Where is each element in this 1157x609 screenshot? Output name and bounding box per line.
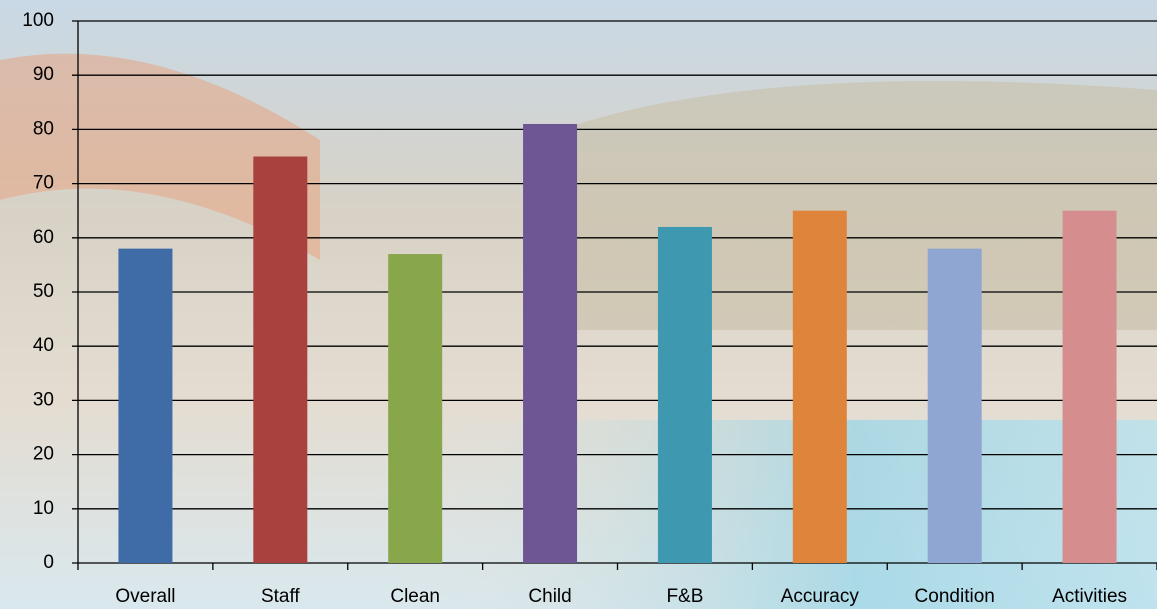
y-tick-label: 70: [33, 173, 54, 194]
y-tick-label: 80: [33, 118, 54, 139]
bar: [523, 124, 577, 563]
x-tick-label: Overall: [115, 586, 175, 607]
background-pool: [400, 420, 1157, 609]
bar: [1063, 211, 1117, 563]
x-tick-label: Activities: [1052, 586, 1127, 607]
bar: [118, 249, 172, 563]
x-tick-label: Child: [528, 586, 571, 607]
bar: [253, 157, 307, 564]
y-tick-label: 20: [33, 444, 54, 465]
y-tick-label: 40: [33, 335, 54, 356]
y-tick-label: 100: [22, 10, 54, 31]
chart: 0 10 20 30 40 50 60 70 80 90 100 Overall Staff Clean C…: [0, 0, 1157, 609]
x-tick-label: Staff: [261, 586, 300, 607]
bar: [793, 211, 847, 563]
x-tick-label: Accuracy: [781, 586, 860, 607]
y-tick-label: 90: [33, 64, 54, 85]
x-tick-label: Clean: [390, 586, 440, 607]
bar: [388, 254, 442, 563]
bar: [658, 227, 712, 563]
x-tick-label: F&B: [666, 586, 703, 607]
y-tick-label: 0: [43, 552, 54, 573]
y-tick-label: 10: [33, 498, 54, 519]
y-tick-label: 50: [33, 281, 54, 302]
y-tick-label: 30: [33, 389, 54, 410]
bar: [928, 249, 982, 563]
x-tick-label: Condition: [915, 586, 995, 607]
y-tick-label: 60: [33, 227, 54, 248]
